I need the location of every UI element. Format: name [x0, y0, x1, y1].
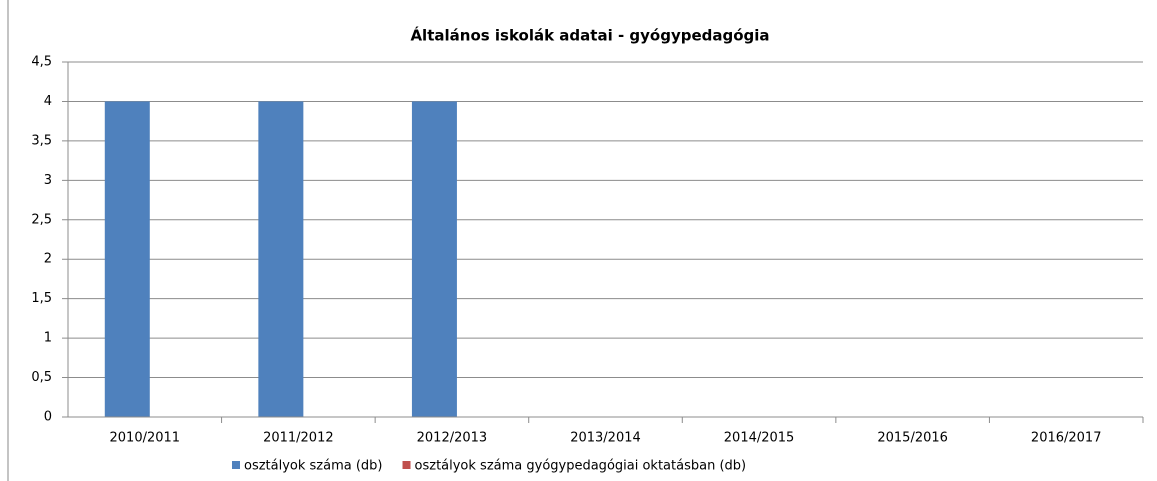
- y-tick-label: 0,5: [31, 370, 52, 385]
- y-tick-label: 4,5: [31, 55, 52, 70]
- y-tick-label: 3,5: [31, 133, 52, 148]
- x-tick-label: 2015/2016: [877, 431, 948, 446]
- legend-label: osztályok száma (db): [244, 459, 383, 474]
- y-tick-label: 2,5: [31, 212, 52, 227]
- legend-swatch: [402, 461, 411, 469]
- x-tick-label: 2014/2015: [724, 431, 795, 446]
- legend-swatch: [232, 461, 240, 469]
- x-tick-label: 2011/2012: [263, 431, 334, 446]
- chart-title: Általános iskolák adatai - gyógypedagógi…: [410, 26, 769, 45]
- y-tick-label: 1: [44, 331, 52, 346]
- x-tick-label: 2012/2013: [417, 431, 488, 446]
- x-tick-label: 2010/2011: [110, 431, 181, 446]
- legend-label: osztályok száma gyógypedagógiai oktatásb…: [415, 459, 747, 474]
- y-tick-label: 2: [44, 252, 52, 267]
- y-tick-label: 0: [44, 410, 52, 425]
- y-tick-label: 1,5: [31, 291, 52, 306]
- bar: [258, 101, 304, 417]
- bar: [104, 101, 150, 417]
- y-tick-label: 3: [44, 173, 52, 188]
- bar: [411, 101, 457, 417]
- x-tick-label: 2013/2014: [570, 431, 641, 446]
- y-tick-label: 4: [44, 94, 52, 109]
- x-tick-label: 2016/2017: [1031, 431, 1102, 446]
